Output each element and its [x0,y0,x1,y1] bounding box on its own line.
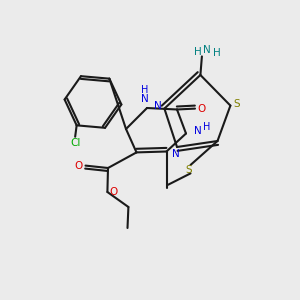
Text: S: S [233,99,240,109]
Text: H: H [141,85,148,95]
Text: N: N [141,94,148,104]
Text: H: H [203,122,210,132]
Text: N: N [154,101,162,111]
Text: O: O [197,103,205,114]
Text: N: N [172,148,179,159]
Text: H: H [194,47,202,57]
Text: Cl: Cl [70,138,80,148]
Text: S: S [186,165,192,176]
Text: O: O [110,187,118,197]
Text: N: N [194,126,201,136]
Text: O: O [75,160,83,171]
Text: H: H [213,48,221,58]
Text: N: N [202,45,210,55]
